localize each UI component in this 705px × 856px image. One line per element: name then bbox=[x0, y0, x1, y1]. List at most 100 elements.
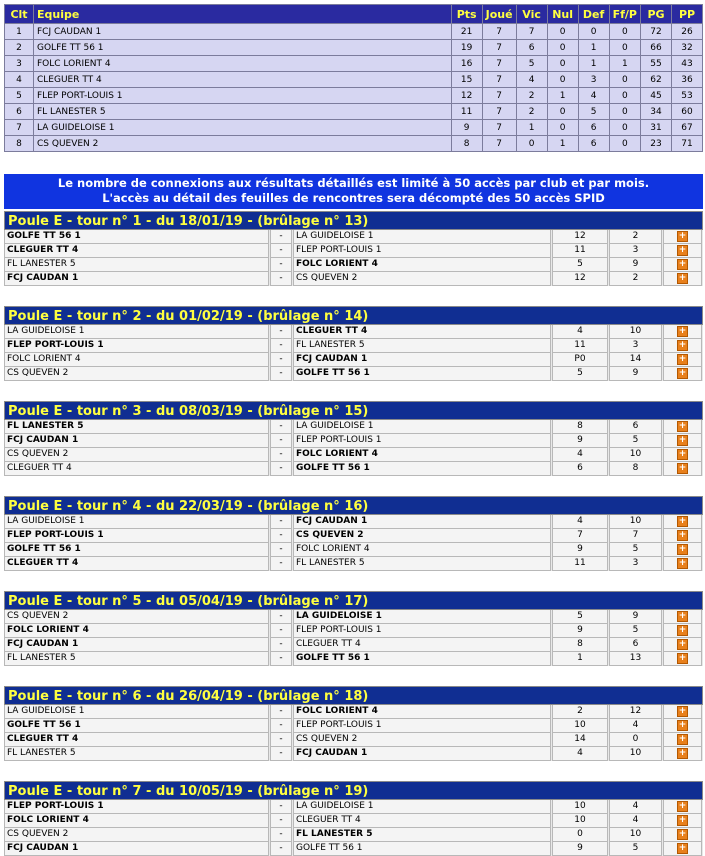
match-row: FL LANESTER 5- FOLC LORIENT 4 5 9 + bbox=[4, 258, 703, 272]
home-team: CLEGUER TT 4 bbox=[4, 733, 269, 747]
standings-cell-pp: 36 bbox=[672, 72, 702, 87]
match-row: CS QUEVEN 2- FL LANESTER 5 0 10 + bbox=[4, 828, 703, 842]
match-detail-plus-icon[interactable]: + bbox=[677, 273, 688, 284]
away-team: FCJ CAUDAN 1 bbox=[293, 353, 551, 367]
match-detail-cell: + bbox=[663, 272, 702, 286]
col-header-vic: Vic bbox=[516, 5, 547, 23]
home-score: P0 bbox=[552, 353, 608, 367]
standings-cell-clt: 5 bbox=[5, 88, 33, 103]
standings-cell-def: 4 bbox=[578, 88, 609, 103]
standings-row: 6 FL LANESTER 5 11 7 2 0 5 0 34 60 bbox=[5, 104, 702, 119]
match-detail-plus-icon[interactable]: + bbox=[677, 801, 688, 812]
home-team: LA GUIDELOISE 1 bbox=[4, 705, 269, 719]
away-score: 7 bbox=[609, 529, 662, 543]
match-detail-cell: + bbox=[663, 353, 702, 367]
match-row: CS QUEVEN 2- GOLFE TT 56 1 5 9 + bbox=[4, 367, 703, 381]
home-score: 1 bbox=[552, 652, 608, 666]
match-detail-plus-icon[interactable]: + bbox=[677, 720, 688, 731]
home-score: 4 bbox=[552, 448, 608, 462]
match-detail-plus-icon[interactable]: + bbox=[677, 259, 688, 270]
home-team: GOLFE TT 56 1 bbox=[4, 230, 269, 244]
match-detail-cell: + bbox=[663, 814, 702, 828]
round-block: Poule E - tour n° 7 - du 10/05/19 - (brû… bbox=[4, 781, 703, 856]
match-detail-plus-icon[interactable]: + bbox=[677, 829, 688, 840]
match-detail-plus-icon[interactable]: + bbox=[677, 435, 688, 446]
home-score: 10 bbox=[552, 800, 608, 814]
standings-cell-ffp: 0 bbox=[609, 24, 640, 39]
round-block: Poule E - tour n° 3 - du 08/03/19 - (brû… bbox=[4, 401, 703, 476]
home-team: CLEGUER TT 4 bbox=[4, 462, 269, 476]
home-team: CLEGUER TT 4 bbox=[4, 244, 269, 258]
rounds-list: Poule E - tour n° 1 - du 18/01/19 - (brû… bbox=[3, 209, 703, 856]
standings-cell-ffp: 0 bbox=[609, 136, 640, 151]
home-score: 11 bbox=[552, 339, 608, 353]
match-detail-plus-icon[interactable]: + bbox=[677, 558, 688, 569]
standings-cell-pp: 60 bbox=[672, 104, 702, 119]
home-score: 4 bbox=[552, 515, 608, 529]
away-score: 4 bbox=[609, 814, 662, 828]
match-separator: - bbox=[270, 705, 292, 719]
match-detail-plus-icon[interactable]: + bbox=[677, 449, 688, 460]
home-score: 4 bbox=[552, 325, 608, 339]
standings-cell-pp: 67 bbox=[672, 120, 702, 135]
match-detail-cell: + bbox=[663, 828, 702, 842]
standings-cell-vic: 7 bbox=[516, 24, 547, 39]
away-team: FLEP PORT-LOUIS 1 bbox=[293, 624, 551, 638]
match-row: CLEGUER TT 4- CS QUEVEN 2 14 0 + bbox=[4, 733, 703, 747]
away-team: CLEGUER TT 4 bbox=[293, 325, 551, 339]
away-team: LA GUIDELOISE 1 bbox=[293, 420, 551, 434]
standings-cell-ffp: 0 bbox=[609, 40, 640, 55]
standings-cell-pts: 8 bbox=[451, 136, 482, 151]
match-detail-plus-icon[interactable]: + bbox=[677, 354, 688, 365]
match-detail-cell: + bbox=[663, 515, 702, 529]
match-row: CS QUEVEN 2- LA GUIDELOISE 1 5 9 + bbox=[4, 610, 703, 624]
col-header-equipe: Equipe bbox=[34, 5, 451, 23]
match-detail-plus-icon[interactable]: + bbox=[677, 421, 688, 432]
home-score: 7 bbox=[552, 529, 608, 543]
match-detail-plus-icon[interactable]: + bbox=[677, 734, 688, 745]
home-score: 14 bbox=[552, 733, 608, 747]
match-detail-plus-icon[interactable]: + bbox=[677, 231, 688, 242]
match-detail-plus-icon[interactable]: + bbox=[677, 530, 688, 541]
match-detail-plus-icon[interactable]: + bbox=[677, 639, 688, 650]
match-detail-plus-icon[interactable]: + bbox=[677, 368, 688, 379]
match-detail-plus-icon[interactable]: + bbox=[677, 516, 688, 527]
match-detail-plus-icon[interactable]: + bbox=[677, 340, 688, 351]
match-separator: - bbox=[270, 462, 292, 476]
match-separator: - bbox=[270, 230, 292, 244]
match-separator: - bbox=[270, 800, 292, 814]
standings-cell-joue: 7 bbox=[482, 56, 516, 71]
match-detail-plus-icon[interactable]: + bbox=[677, 611, 688, 622]
away-team: CS QUEVEN 2 bbox=[293, 529, 551, 543]
match-detail-plus-icon[interactable]: + bbox=[677, 653, 688, 664]
home-score: 11 bbox=[552, 557, 608, 571]
standings-cell-pg: 62 bbox=[641, 72, 671, 87]
match-separator: - bbox=[270, 814, 292, 828]
away-score: 3 bbox=[609, 244, 662, 258]
away-score: 5 bbox=[609, 543, 662, 557]
standings-cell-pg: 66 bbox=[641, 40, 671, 55]
standings-cell-clt: 8 bbox=[5, 136, 33, 151]
match-detail-plus-icon[interactable]: + bbox=[677, 326, 688, 337]
match-detail-plus-icon[interactable]: + bbox=[677, 815, 688, 826]
standings-cell-def: 6 bbox=[578, 120, 609, 135]
away-score: 14 bbox=[609, 353, 662, 367]
match-detail-plus-icon[interactable]: + bbox=[677, 245, 688, 256]
match-detail-plus-icon[interactable]: + bbox=[677, 463, 688, 474]
match-separator: - bbox=[270, 515, 292, 529]
match-detail-plus-icon[interactable]: + bbox=[677, 544, 688, 555]
home-score: 12 bbox=[552, 272, 608, 286]
match-detail-plus-icon[interactable]: + bbox=[677, 625, 688, 636]
match-detail-plus-icon[interactable]: + bbox=[677, 748, 688, 759]
home-score: 8 bbox=[552, 638, 608, 652]
standings-cell-pts: 11 bbox=[451, 104, 482, 119]
round-spacer bbox=[3, 571, 702, 591]
home-score: 8 bbox=[552, 420, 608, 434]
home-score: 11 bbox=[552, 244, 608, 258]
away-score: 3 bbox=[609, 557, 662, 571]
match-detail-plus-icon[interactable]: + bbox=[677, 706, 688, 717]
away-score: 0 bbox=[609, 733, 662, 747]
match-detail-plus-icon[interactable]: + bbox=[677, 843, 688, 854]
home-team: FL LANESTER 5 bbox=[4, 420, 269, 434]
col-header-joue: Joué bbox=[482, 5, 516, 23]
